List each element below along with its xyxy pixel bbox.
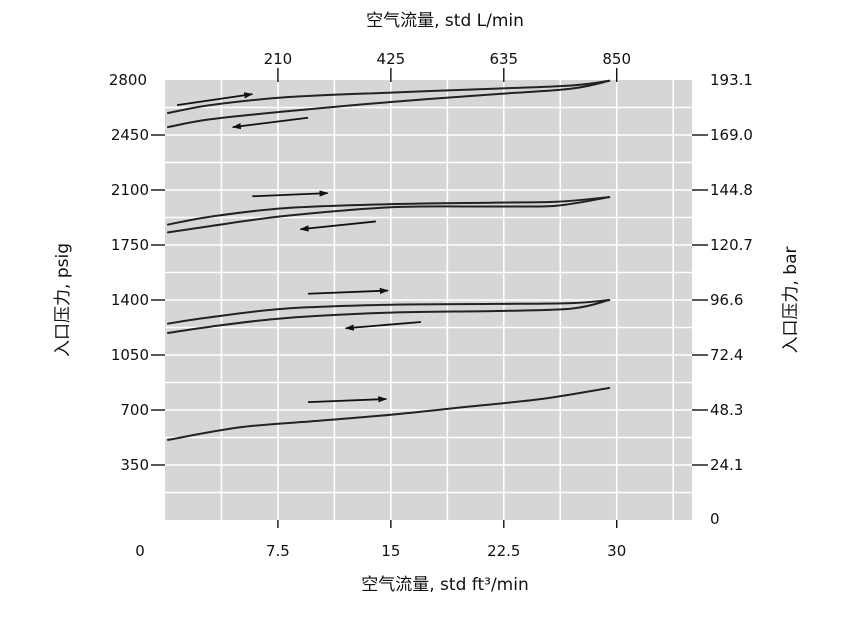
y-tick-label-left: 2100 — [111, 181, 149, 199]
direction-arrow-right — [176, 92, 254, 107]
x-tick-label-top: 210 — [264, 50, 293, 68]
y-tick-label-left: 350 — [120, 456, 149, 474]
series-line-7 — [167, 387, 611, 441]
direction-arrow-left — [299, 220, 376, 232]
series-line-2 — [167, 79, 611, 129]
series-line-1 — [167, 79, 611, 114]
direction-arrow-right — [308, 287, 389, 295]
y-axis-title-left: 入口压力, psig — [53, 243, 73, 357]
series-line-5 — [167, 299, 611, 325]
direction-arrow-left — [344, 321, 422, 331]
y-tick-label-left: 700 — [120, 401, 149, 419]
y-tick-label-right: 193.1 — [710, 71, 753, 89]
x-tick-label-top: 850 — [602, 50, 631, 68]
direction-arrow-right — [252, 190, 329, 198]
x-tick-label-top: 425 — [377, 50, 406, 68]
direction-arrow-right — [308, 396, 388, 404]
y-tick-label-right: 0 — [710, 510, 720, 528]
y-tick-label-right: 96.6 — [710, 291, 743, 309]
x-tick-label-bottom: 22.5 — [487, 542, 520, 560]
y-tick-label-left: 2450 — [111, 126, 149, 144]
x-axis-title-bottom: 空气流量, std ft³/min — [361, 575, 528, 595]
x-tick-label-bottom: 15 — [381, 542, 400, 560]
x-axis-title-top: 空气流量, std L/min — [366, 11, 524, 31]
x-tick-label-bottom: 7.5 — [266, 542, 290, 560]
y-tick-label-right: 24.1 — [710, 456, 743, 474]
arrows-group — [176, 92, 422, 404]
y-axis-title-right: 入口压力, bar — [781, 246, 801, 353]
x-tick-label-top: 635 — [489, 50, 518, 68]
y-tick-label-left: 1750 — [111, 236, 149, 254]
series-group — [167, 79, 611, 441]
x-tick-label-bottom: 0 — [135, 542, 145, 560]
y-tick-label-right: 144.8 — [710, 181, 753, 199]
y-tick-label-right: 120.7 — [710, 236, 753, 254]
grid-lines — [165, 80, 692, 520]
y-tick-label-left: 1400 — [111, 291, 149, 309]
y-tick-label-right: 72.4 — [710, 346, 743, 364]
direction-arrow-left — [231, 116, 309, 130]
y-tick-label-right: 48.3 — [710, 401, 743, 419]
y-tick-label-right: 169.0 — [710, 126, 753, 144]
series-line-4 — [167, 196, 611, 234]
ticks-group: 0 7.5 15 22.5 30 210 425 635 850 350 700 1050 1400 17… — [109, 50, 753, 560]
series-line-3 — [167, 196, 611, 226]
y-tick-label-left: 2800 — [109, 71, 147, 89]
series-line-6 — [167, 299, 611, 334]
y-tick-label-left: 1050 — [111, 346, 149, 364]
x-tick-label-bottom: 30 — [607, 542, 626, 560]
